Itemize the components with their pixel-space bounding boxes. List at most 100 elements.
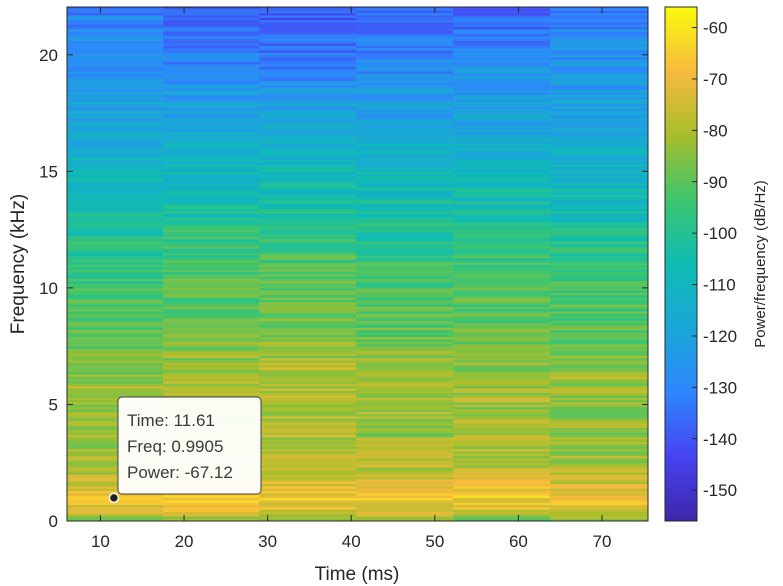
spectrogram-cell: [259, 7, 357, 9]
datatip-marker[interactable]: [108, 492, 120, 504]
spectrogram-cell: [453, 8, 551, 11]
spectrogram-cell: [163, 332, 260, 335]
spectrogram-cell: [67, 399, 164, 403]
spectrogram-cell: [67, 245, 164, 249]
spectrogram-cell: [67, 264, 164, 268]
spectrogram-cell: [67, 285, 164, 289]
spectrogram-cell: [67, 203, 164, 207]
spectrogram-cell: [356, 245, 454, 249]
spectrogram-cell: [550, 322, 648, 326]
spectrogram-cell: [550, 285, 648, 289]
spectrogram-cell: [356, 416, 454, 419]
spectrogram-cell: [67, 325, 164, 328]
spectrogram-cell: [453, 458, 551, 461]
spectrogram-cell: [67, 19, 164, 23]
spectrogram-cell: [550, 308, 648, 312]
spectrogram-cell: [453, 479, 551, 482]
spectrogram-cell: [356, 453, 454, 457]
spectrogram-cell: [550, 444, 648, 447]
spectrogram-cell: [67, 148, 164, 151]
spectrogram-cell: [453, 413, 551, 417]
spectrogram-cell: [453, 266, 551, 270]
spectrogram-cell: [453, 7, 551, 9]
spectrogram-cell: [163, 336, 260, 340]
spectrogram-cell: [259, 490, 357, 494]
spectrogram-cell: [356, 12, 454, 16]
spectrogram-cell: [356, 50, 454, 53]
spectrogram-cell: [163, 26, 260, 30]
spectrogram-cell: [67, 185, 164, 189]
spectrogram-cell: [356, 350, 454, 354]
spectrogram-cell: [453, 346, 551, 349]
spectrogram-cell: [453, 220, 551, 223]
spectrogram-cell: [453, 103, 551, 107]
spectrogram-cell: [163, 390, 260, 394]
spectrogram-cell: [453, 439, 551, 443]
spectrogram-cell: [259, 26, 357, 30]
spectrogram-cell: [259, 336, 357, 340]
spectrogram-cell: [67, 238, 164, 242]
spectrogram-cell: [259, 367, 357, 370]
spectrogram-cell: [453, 378, 551, 382]
spectrogram-cell: [259, 488, 357, 492]
spectrogram-cell: [550, 231, 648, 235]
spectrogram-cell: [356, 278, 454, 282]
spectrogram-cell: [356, 8, 454, 11]
spectrogram-cell: [356, 348, 454, 352]
spectrogram-cell: [356, 199, 454, 202]
spectrogram-cell: [550, 78, 648, 81]
y-axis-label: Frequency (kHz): [8, 194, 29, 334]
spectrogram-cell: [259, 290, 357, 293]
spectrogram-cell: [453, 516, 551, 520]
spectrogram-cell: [550, 199, 648, 202]
spectrogram-cell: [550, 17, 648, 21]
colorbar-tick-label: -90: [703, 173, 728, 192]
spectrogram-cell: [453, 455, 551, 459]
spectrogram-cell: [453, 166, 551, 170]
spectrogram-cell: [356, 304, 454, 307]
spectrogram-cell: [550, 497, 648, 501]
datatip[interactable]: Time: 11.61 Freq: 0.9905 Power: -67.12: [108, 396, 262, 504]
spectrogram-cell: [259, 85, 357, 88]
spectrogram-cell: [356, 145, 454, 149]
spectrogram-cell: [550, 462, 648, 466]
spectrogram-cell: [356, 353, 454, 356]
spectrogram-cell: [163, 24, 260, 28]
spectrogram-cell: [163, 131, 260, 135]
spectrogram-cell: [67, 425, 164, 429]
spectrogram-cell: [550, 124, 648, 128]
spectrogram-cell: [550, 43, 648, 46]
spectrogram-cell: [453, 203, 551, 207]
spectrogram-cell: [356, 451, 454, 454]
spectrogram-cell: [550, 180, 648, 184]
spectrogram-cell: [550, 201, 648, 205]
spectrogram-cell: [550, 224, 648, 228]
spectrogram-cell: [67, 266, 164, 270]
spectrogram-cell: [356, 201, 454, 205]
spectrogram-cell: [550, 343, 648, 347]
spectrogram-cell: [163, 229, 260, 233]
spectrogram-cell: [550, 19, 648, 23]
spectrogram-cell: [550, 145, 648, 149]
spectrogram-cell: [67, 215, 164, 219]
spectrogram-cell: [356, 406, 454, 410]
spectrogram-cell: [356, 320, 454, 324]
spectrogram-cell: [356, 183, 454, 186]
spectrogram-cell: [67, 294, 164, 298]
spectrogram-cell: [550, 73, 648, 77]
spectrogram-cell: [550, 406, 648, 410]
spectrogram-cell: [356, 64, 454, 67]
spectrogram-cell: [356, 210, 454, 214]
spectrogram-cell: [550, 238, 648, 242]
spectrogram-cell: [453, 276, 551, 279]
spectrogram-cell: [259, 467, 357, 471]
spectrogram-cell: [453, 292, 551, 296]
spectrogram-cell: [163, 192, 260, 195]
spectrogram-cell: [453, 33, 551, 37]
spectrogram-cell: [67, 194, 164, 198]
spectrogram-cell: [67, 213, 164, 216]
spectrogram-cell: [259, 245, 357, 249]
spectrogram-cell: [163, 80, 260, 84]
spectrogram-cell: [67, 22, 164, 25]
spectrogram-cell: [453, 259, 551, 263]
